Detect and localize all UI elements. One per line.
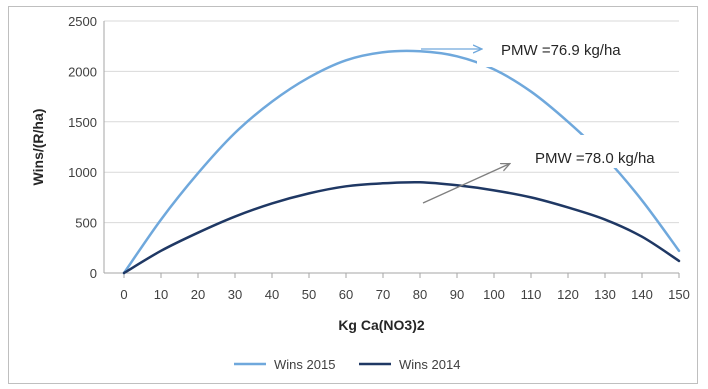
- x-tick-label: 140: [631, 287, 653, 302]
- x-tick-label: 20: [191, 287, 205, 302]
- annotation-background: [514, 135, 659, 168]
- x-tick-label: 110: [521, 287, 542, 302]
- legend-label-wins-2015: Wins 2015: [274, 357, 335, 372]
- y-tick-labels: 0 500 1000 1500 2000 2500: [68, 14, 97, 281]
- annotations: PMW =76.9 kg/ha PMW =78.0 kg/ha: [421, 31, 677, 204]
- annotation-pmw-2014: PMW =78.0 kg/ha: [535, 150, 655, 167]
- x-tick-label: 90: [450, 287, 464, 302]
- x-tick-labels: 0 10 20 30 40 50 60 70 80 90 100 110 120 130 140 150: [120, 287, 689, 302]
- legend-label-wins-2014: Wins 2014: [399, 357, 460, 372]
- line-chart: 0 500 1000 1500 2000 2500 0 10 20 30 40 50 60 70 80 90…: [30, 14, 690, 372]
- annotation-arrow-2014: [422, 164, 509, 204]
- y-axis-label: Wins/(R/ha): [30, 109, 46, 186]
- x-tick-label: 80: [413, 287, 427, 302]
- y-tick-label: 2000: [68, 64, 97, 79]
- x-tick-label: 60: [339, 287, 353, 302]
- y-tick-label: 2500: [68, 14, 97, 29]
- x-tick-label: 100: [483, 287, 505, 302]
- x-tick-label: 130: [594, 287, 616, 302]
- x-tick-label: 0: [120, 287, 127, 302]
- x-tick-label: 50: [302, 287, 316, 302]
- y-tick-label: 500: [75, 216, 97, 231]
- annotation-pmw-2015: PMW =76.9 kg/ha: [501, 42, 621, 59]
- x-axis-label: Kg Ca(NO3)2: [338, 317, 425, 333]
- x-tick-label: 10: [154, 287, 168, 302]
- series-line-wins-2014: [122, 180, 681, 275]
- x-tick-label: 40: [265, 287, 279, 302]
- y-tick-label: 1500: [68, 115, 97, 130]
- x-tick-label: 30: [228, 287, 242, 302]
- axes: [103, 21, 680, 278]
- y-tick-label: 0: [90, 266, 97, 281]
- annotation-background: [477, 31, 677, 67]
- legend: Wins 2015 Wins 2014: [234, 357, 460, 372]
- x-tick-label: 120: [557, 287, 579, 302]
- x-tick-label: 150: [668, 287, 690, 302]
- chart-frame: 0 500 1000 1500 2000 2500 0 10 20 30 40 50 60 70 80 90…: [8, 6, 698, 384]
- y-tick-label: 1000: [68, 165, 97, 180]
- x-tick-label: 70: [376, 287, 390, 302]
